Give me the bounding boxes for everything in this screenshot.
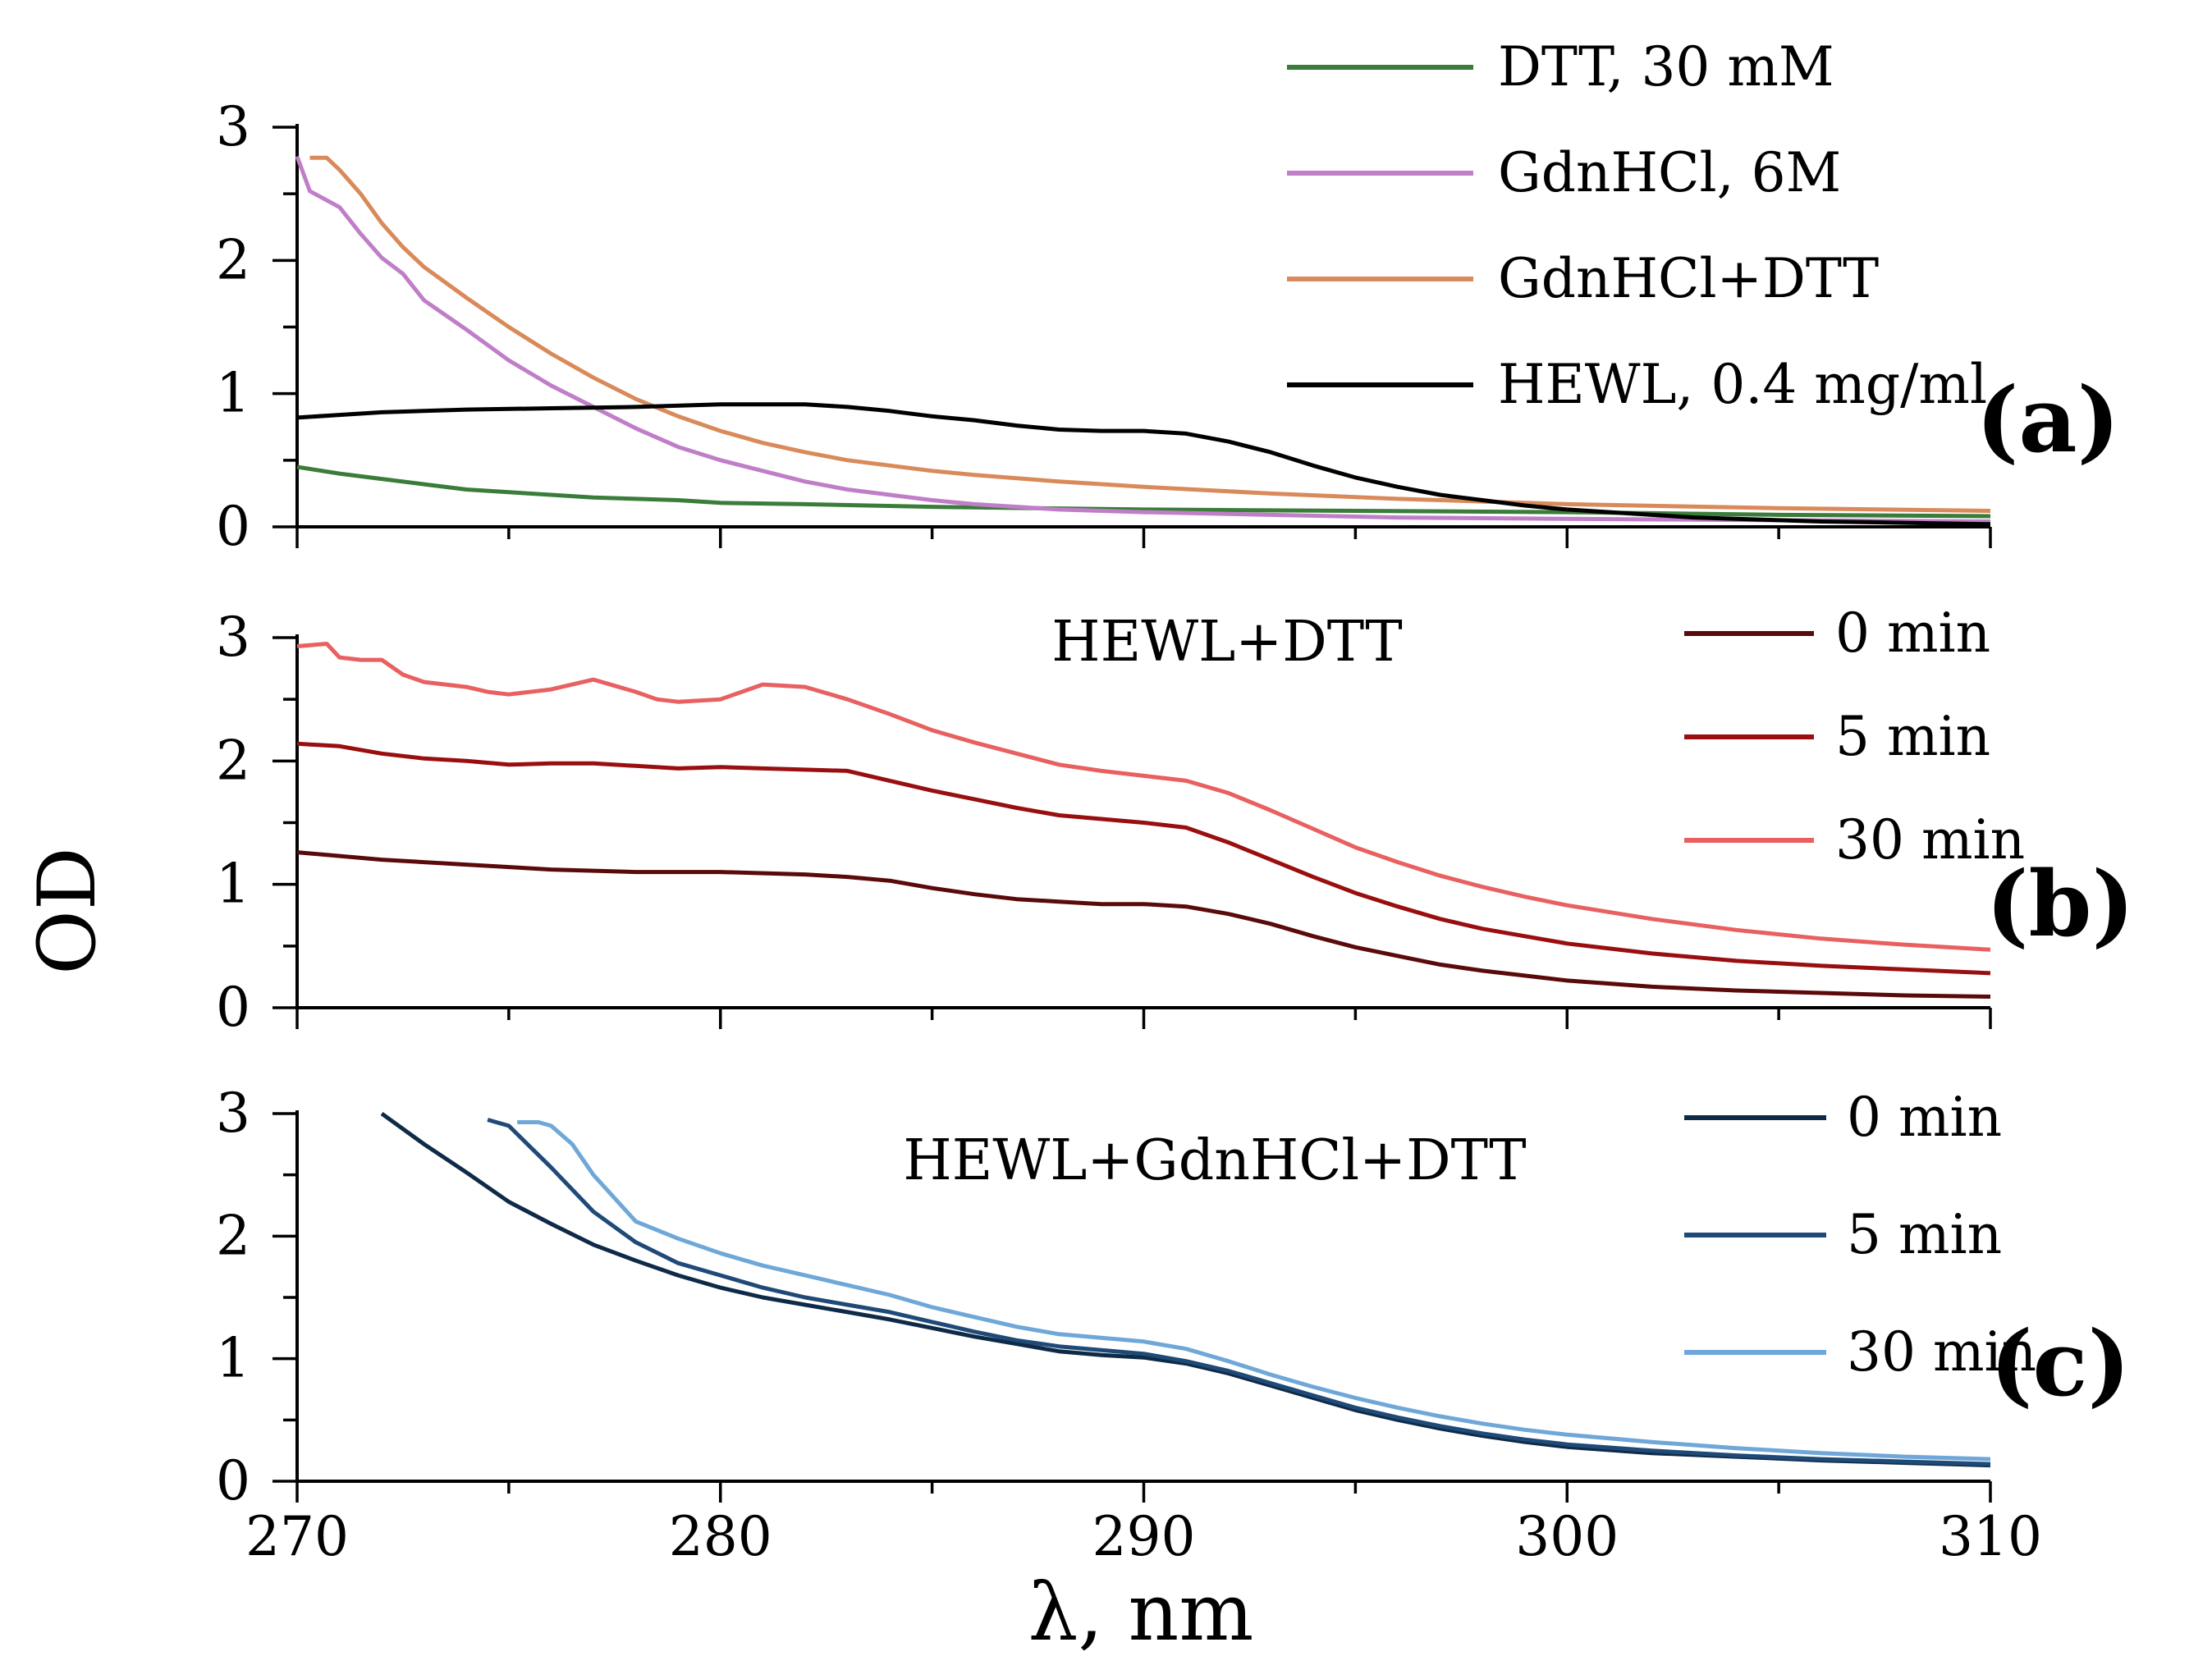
legend-label: 30 min: [1835, 808, 2025, 872]
y-tick-label: 2: [216, 228, 250, 291]
legend-label: 5 min: [1847, 1203, 2002, 1266]
legend-label: 0 min: [1847, 1086, 2002, 1149]
panel-annotation: HEWL+GdnHCl+DTT: [903, 1128, 1526, 1193]
series-line-0-min: [380, 1111, 1991, 1468]
x-tick-label: 280: [669, 1505, 772, 1568]
x-axis-label: λ, nm: [1028, 1567, 1254, 1658]
panel-a: 0 1 2 3 DTT, 30 mM GdnHCl, 6M GdnHCl+DTT HEWL, …: [216, 35, 2120, 558]
y-tick-label: 1: [216, 362, 250, 425]
chart-panels: 0 1 2 3 DTT, 30 mM GdnHCl, 6M GdnHCl+DTT HEWL, …: [216, 35, 2135, 1568]
x-tick-label: 290: [1092, 1505, 1196, 1568]
series-line-0-min: [296, 850, 1991, 999]
x-tick-label: 310: [1939, 1505, 2042, 1568]
legend-label: GdnHCl+DTT: [1498, 247, 1879, 310]
y-tick-label: 0: [216, 1449, 250, 1512]
legend-label: 30 min: [1847, 1320, 2036, 1384]
legend-label: GdnHCl, 6M: [1498, 141, 1841, 204]
legend-label: 0 min: [1835, 602, 1990, 665]
y-tick-label: 1: [216, 1327, 250, 1390]
panel-tag: (c): [1990, 1311, 2130, 1416]
y-tick-label: 2: [216, 729, 250, 792]
series-line-gdnhcl-6m: [295, 155, 1991, 524]
y-tick-label: 0: [216, 495, 250, 558]
legend-label: 5 min: [1835, 705, 1990, 768]
legend-label: HEWL, 0.4 mg/ml: [1498, 353, 1987, 416]
series-line-dtt-30-mm: [296, 464, 1991, 519]
x-tick-label: 270: [245, 1505, 349, 1568]
series-line-30-min: [296, 642, 1991, 952]
series-line-gdnhcl-dtt: [309, 155, 1991, 513]
series-line-30-min: [517, 1120, 1991, 1462]
x-tick-label: 300: [1515, 1505, 1619, 1568]
legend-label: DTT, 30 mM: [1498, 35, 1834, 98]
axis-labels: OD λ, nm: [21, 847, 1253, 1658]
panel-tag: (a): [1976, 367, 2119, 473]
y-tick-label: 0: [216, 976, 250, 1039]
panel-annotation: HEWL+DTT: [1051, 610, 1402, 675]
panel-c: 0 1 2 3 270 280 290 300 310 0 min 5 min 30 min HEWL+…: [216, 1082, 2131, 1568]
y-tick-label: 2: [216, 1204, 250, 1267]
y-tick-label: 3: [216, 606, 250, 669]
series-line-5-min: [296, 741, 1991, 976]
y-tick-label: 3: [216, 1082, 250, 1145]
series-line-5-min: [487, 1118, 1991, 1466]
y-tick-label: 3: [216, 95, 250, 158]
y-tick-label: 1: [216, 853, 250, 916]
series-line-hewl-0-4-mg-ml: [296, 402, 1991, 527]
panel-tag: (b): [1985, 851, 2134, 957]
y-axis-label: OD: [21, 847, 113, 975]
